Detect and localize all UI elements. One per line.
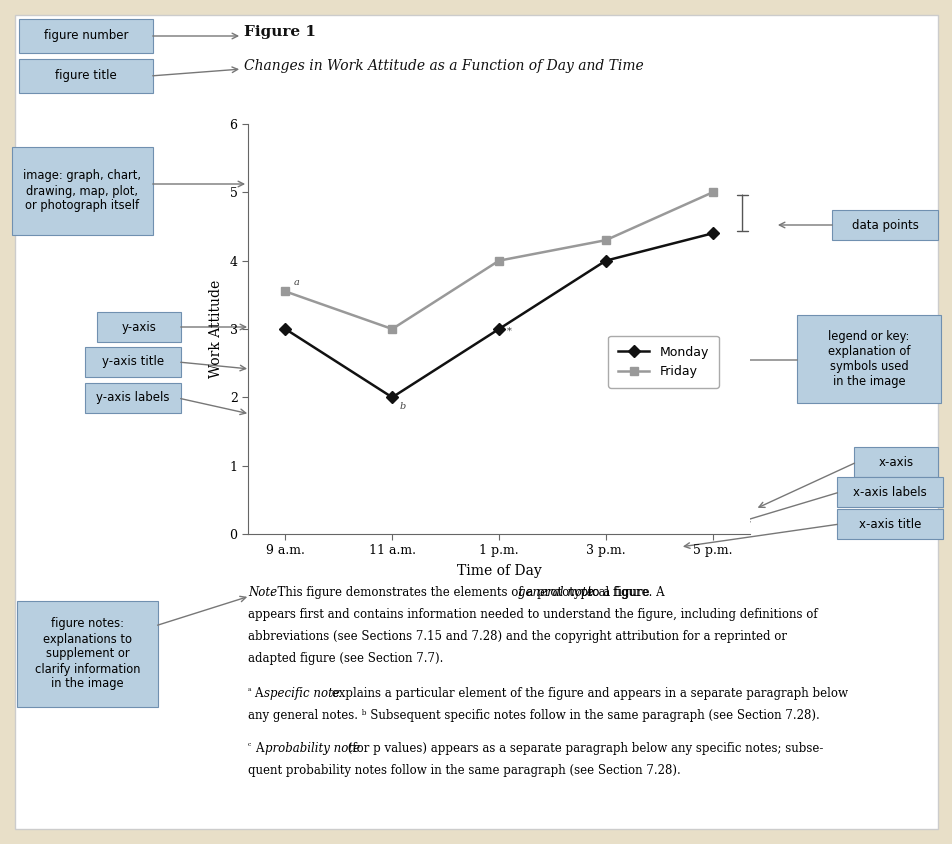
Friday (600, 235, 611, 246)
FancyBboxPatch shape (19, 59, 153, 93)
Line: Monday: Monday (281, 230, 716, 402)
X-axis label: Time of Day: Time of Day (456, 565, 541, 578)
Text: x-axis: x-axis (878, 456, 913, 468)
Text: data points: data points (851, 219, 918, 231)
Text: adapted figure (see Section 7.7).: adapted figure (see Section 7.7). (248, 652, 443, 665)
Y-axis label: Work Attitude: Work Attitude (208, 280, 223, 378)
Friday (706, 187, 718, 197)
Monday (706, 228, 718, 238)
Text: probability note: probability note (265, 742, 360, 755)
Text: *: * (506, 327, 511, 336)
Text: x-axis title: x-axis title (858, 517, 921, 531)
Text: explains a particular element of the figure and appears in a separate paragraph : explains a particular element of the fig… (327, 687, 847, 701)
FancyBboxPatch shape (836, 509, 942, 539)
FancyBboxPatch shape (275, 402, 370, 432)
FancyBboxPatch shape (17, 601, 158, 707)
FancyBboxPatch shape (85, 383, 181, 413)
Text: image: graph, chart,
drawing, map, plot,
or photograph itself: image: graph, chart, drawing, map, plot,… (24, 170, 141, 213)
Text: A: A (254, 687, 266, 701)
Text: figure title: figure title (55, 69, 117, 83)
Friday (493, 256, 505, 266)
Text: b: b (399, 402, 406, 411)
FancyBboxPatch shape (836, 477, 942, 507)
Text: a: a (293, 278, 300, 287)
FancyBboxPatch shape (15, 15, 937, 829)
Text: figure number: figure number (44, 30, 129, 42)
Legend: Monday, Friday: Monday, Friday (607, 336, 718, 388)
FancyBboxPatch shape (19, 19, 153, 53)
Text: A: A (255, 742, 267, 755)
Text: abbreviations (see Sections 7.15 and 7.28) and the copyright attribution for a r: abbreviations (see Sections 7.15 and 7.2… (248, 630, 786, 643)
Text: quent probability notes follow in the same paragraph (see Section 7.28).: quent probability notes follow in the sa… (248, 764, 680, 777)
Text: y-axis: y-axis (122, 321, 156, 333)
Monday (387, 392, 398, 403)
Text: general note: general note (518, 586, 593, 599)
Text: to a figure: to a figure (584, 586, 649, 599)
Text: . This figure demonstrates the elements of a prototypical figure. A: . This figure demonstrates the elements … (269, 586, 667, 599)
Text: ᶜ: ᶜ (248, 742, 251, 751)
Text: Note: Note (248, 586, 277, 599)
Monday (493, 324, 505, 334)
FancyBboxPatch shape (12, 147, 153, 235)
Text: figure notes:
explanations to
supplement or
clarify information
in the image: figure notes: explanations to supplement… (34, 618, 140, 690)
Text: specific note: specific note (264, 687, 340, 701)
Text: legend or key:
explanation of
symbols used
in the image: legend or key: explanation of symbols us… (827, 330, 909, 388)
Text: x-axis labels: x-axis labels (852, 485, 926, 499)
Text: tick marks: tick marks (291, 410, 353, 424)
Text: y-axis title: y-axis title (102, 355, 164, 369)
Text: Figure 1: Figure 1 (244, 25, 316, 39)
FancyBboxPatch shape (853, 447, 937, 477)
FancyBboxPatch shape (831, 210, 937, 240)
FancyBboxPatch shape (796, 315, 940, 403)
Monday (279, 324, 290, 334)
Friday (279, 286, 290, 296)
Text: Changes in Work Attitude as a Function of Day and Time: Changes in Work Attitude as a Function o… (244, 59, 643, 73)
Text: ᵃ: ᵃ (248, 687, 251, 696)
Text: y-axis labels: y-axis labels (96, 392, 169, 404)
Friday (387, 324, 398, 334)
FancyBboxPatch shape (97, 312, 181, 342)
FancyBboxPatch shape (85, 347, 181, 377)
Text: appears first and contains information needed to understand the figure, includin: appears first and contains information n… (248, 608, 817, 621)
Text: any general notes. ᵇ Subsequent specific notes follow in the same paragraph (see: any general notes. ᵇ Subsequent specific… (248, 709, 819, 722)
Monday (600, 256, 611, 266)
Text: (for p values) appears as a separate paragraph below any specific notes; subse-: (for p values) appears as a separate par… (344, 742, 823, 755)
Line: Friday: Friday (281, 188, 716, 333)
